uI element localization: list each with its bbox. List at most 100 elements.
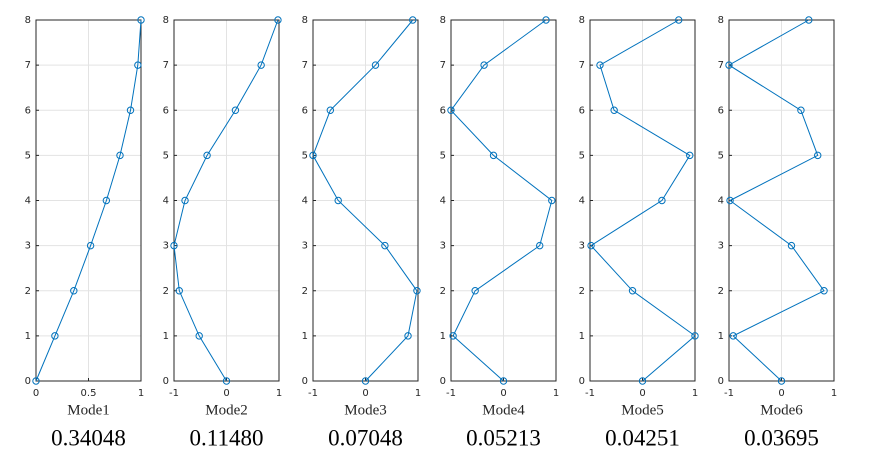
data-point — [489, 151, 498, 160]
y-tick-label: 4 — [302, 196, 308, 207]
data-point — [334, 196, 342, 205]
y-tick-label: 3 — [579, 241, 585, 252]
x-tick-label: 0 — [778, 388, 784, 399]
x-tick-label: 1 — [138, 388, 144, 399]
x-axis-label: Mode5 — [621, 402, 664, 418]
data-point — [175, 287, 183, 295]
data-point — [542, 16, 550, 24]
y-tick-label: 6 — [440, 105, 446, 116]
data-point — [447, 106, 455, 114]
data-point — [805, 16, 813, 24]
y-tick-label: 8 — [163, 15, 169, 26]
y-tick-label: 0 — [25, 376, 31, 387]
data-point — [51, 332, 59, 340]
y-tick-label: 1 — [163, 331, 169, 342]
y-tick-label: 5 — [302, 150, 308, 161]
x-tick-label: 1 — [692, 388, 698, 399]
data-point — [126, 106, 135, 114]
y-tick-label: 2 — [302, 286, 308, 297]
data-point — [309, 151, 317, 160]
x-tick-label: 0 — [639, 388, 645, 399]
annotation: 0.05213 — [466, 425, 541, 450]
y-tick-label: 8 — [579, 15, 585, 26]
y-tick-label: 6 — [718, 105, 724, 116]
data-point — [116, 151, 124, 160]
y-tick-label: 4 — [25, 196, 31, 207]
y-tick-label: 7 — [163, 60, 169, 71]
y-tick-label: 5 — [163, 150, 169, 161]
data-point — [257, 61, 265, 69]
data-point — [137, 16, 145, 24]
y-tick-label: 0 — [302, 376, 308, 387]
y-tick-label: 1 — [25, 331, 31, 342]
data-point — [536, 241, 544, 250]
data-point — [691, 332, 699, 340]
data-point — [274, 16, 282, 24]
y-tick-label: 2 — [163, 286, 169, 297]
x-axis-label: Mode4 — [482, 402, 525, 418]
y-tick-label: 1 — [718, 331, 724, 342]
data-point — [222, 377, 231, 385]
data-point — [820, 287, 828, 295]
x-tick-label: -1 — [446, 388, 456, 399]
data-point — [675, 16, 683, 24]
y-tick-label: 1 — [579, 331, 585, 342]
data-point — [195, 332, 203, 340]
data-point — [638, 377, 647, 385]
y-tick-label: 2 — [25, 286, 31, 297]
data-point — [548, 196, 556, 205]
data-point — [404, 332, 412, 340]
data-point — [409, 16, 417, 24]
data-point — [449, 332, 457, 340]
y-tick-label: 7 — [302, 60, 308, 71]
y-tick-label: 4 — [440, 196, 446, 207]
x-axis-label: Mode1 — [67, 402, 110, 418]
y-tick-label: 4 — [718, 196, 724, 207]
y-tick-label: 5 — [25, 150, 31, 161]
x-axis-label: Mode2 — [205, 402, 248, 418]
y-tick-label: 5 — [579, 150, 585, 161]
y-tick-label: 6 — [302, 105, 308, 116]
x-tick-label: 1 — [831, 388, 837, 399]
x-tick-label: 1 — [553, 388, 559, 399]
x-axis-label: Mode6 — [760, 402, 803, 418]
y-tick-label: 7 — [25, 60, 31, 71]
data-point — [725, 61, 733, 69]
data-point — [797, 106, 805, 114]
data-point — [610, 106, 618, 114]
y-tick-label: 2 — [440, 286, 446, 297]
y-tick-label: 7 — [440, 60, 446, 71]
data-point — [170, 241, 178, 250]
y-tick-label: 5 — [718, 150, 724, 161]
data-point — [32, 377, 40, 385]
data-point — [814, 151, 822, 160]
annotation: 0.03695 — [744, 425, 819, 450]
data-line — [450, 19, 553, 382]
y-tick-label: 0 — [163, 376, 169, 387]
y-tick-label: 0 — [579, 376, 585, 387]
data-point — [596, 61, 604, 69]
subplot: 0 1 2 3 4 5 6 7 8 0 0.5 1 Mode1 0.34048 — [25, 15, 145, 450]
data-line — [312, 19, 418, 382]
y-tick-label: 6 — [25, 105, 31, 116]
data-point — [231, 106, 240, 114]
y-tick-label: 1 — [440, 331, 446, 342]
x-axis-label: Mode3 — [344, 402, 387, 418]
x-tick-label: 0 — [500, 388, 506, 399]
y-tick-label: 8 — [440, 15, 446, 26]
data-point — [413, 287, 421, 295]
data-point — [181, 196, 189, 205]
annotation: 0.11480 — [190, 425, 264, 450]
y-tick-label: 5 — [440, 150, 446, 161]
data-line — [35, 19, 142, 382]
data-point — [658, 196, 666, 205]
x-tick-label: 0 — [362, 388, 368, 399]
data-point — [134, 61, 142, 69]
y-tick-label: 3 — [718, 241, 724, 252]
